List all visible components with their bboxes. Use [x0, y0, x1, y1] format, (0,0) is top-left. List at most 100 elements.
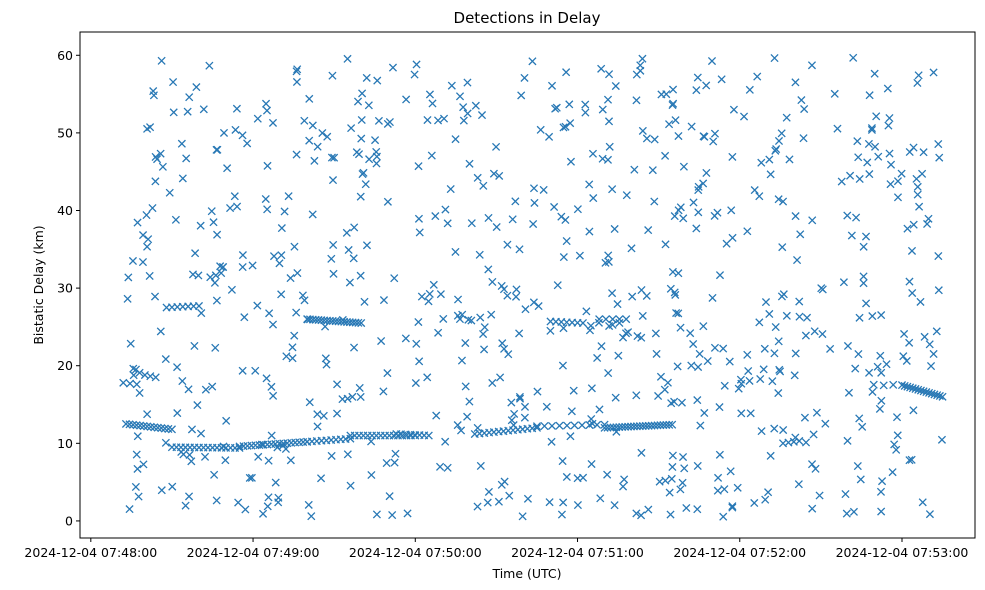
- data-point: [909, 220, 918, 229]
- data-point: [615, 315, 624, 324]
- data-point: [663, 378, 672, 387]
- data-point: [492, 222, 501, 232]
- data-point: [737, 409, 746, 418]
- data-point: [843, 211, 852, 220]
- data-point: [713, 486, 722, 495]
- data-point: [694, 362, 703, 372]
- data-point: [557, 510, 566, 519]
- data-point: [768, 377, 777, 386]
- data-point: [677, 398, 686, 407]
- data-point: [196, 221, 205, 230]
- data-point: [542, 402, 551, 411]
- data-point: [177, 447, 186, 456]
- data-point: [457, 356, 467, 365]
- data-point: [794, 480, 803, 489]
- data-point: [230, 192, 239, 201]
- data-point: [354, 318, 363, 327]
- data-point: [504, 350, 513, 359]
- data-point: [782, 311, 791, 320]
- data-point: [565, 100, 574, 109]
- data-point: [390, 458, 399, 467]
- data-point: [424, 431, 433, 440]
- data-point: [728, 503, 737, 512]
- data-point: [480, 323, 489, 332]
- data-point: [498, 339, 507, 348]
- data-point: [847, 231, 856, 240]
- data-point: [585, 326, 595, 335]
- data-point: [348, 392, 357, 401]
- data-point: [765, 155, 774, 164]
- data-point: [201, 385, 210, 394]
- data-point: [342, 228, 351, 237]
- data-point: [863, 158, 872, 167]
- data-point: [465, 159, 474, 168]
- data-point: [211, 271, 220, 280]
- data-point: [660, 385, 669, 394]
- data-point: [603, 470, 612, 479]
- data-point: [443, 463, 452, 472]
- data-point: [148, 204, 157, 213]
- data-point: [918, 498, 927, 507]
- data-point: [676, 485, 685, 494]
- data-point: [234, 498, 243, 507]
- data-point: [791, 349, 800, 358]
- data-point: [648, 166, 657, 175]
- data-point: [817, 284, 826, 293]
- data-point: [273, 443, 282, 452]
- data-point: [870, 69, 879, 78]
- data-point: [791, 212, 800, 221]
- data-point: [515, 245, 524, 254]
- data-point: [610, 501, 619, 510]
- data-point: [907, 455, 916, 464]
- data-point: [328, 71, 337, 80]
- data-point: [512, 285, 521, 294]
- data-point: [656, 372, 666, 381]
- data-point: [566, 119, 575, 128]
- data-point: [277, 224, 286, 233]
- data-point: [156, 327, 165, 336]
- data-point: [637, 333, 646, 342]
- data-point: [669, 99, 678, 108]
- data-point: [290, 331, 299, 340]
- data-point: [566, 432, 575, 441]
- data-point: [434, 328, 443, 337]
- data-point: [666, 510, 675, 519]
- data-point: [379, 296, 389, 305]
- data-point: [129, 371, 138, 380]
- data-point: [674, 309, 683, 318]
- data-point: [702, 168, 711, 177]
- data-point: [429, 280, 438, 289]
- data-point: [598, 105, 607, 114]
- data-point: [185, 450, 194, 459]
- data-point: [902, 356, 911, 365]
- data-point: [128, 256, 138, 266]
- data-point: [796, 230, 805, 239]
- data-point: [670, 397, 679, 406]
- data-point: [774, 195, 783, 204]
- data-point: [908, 384, 917, 393]
- data-point: [893, 193, 903, 202]
- data-point: [929, 349, 938, 359]
- data-point: [261, 99, 271, 108]
- data-point: [630, 165, 639, 174]
- data-point: [776, 367, 785, 376]
- data-point: [603, 155, 613, 164]
- data-point: [577, 421, 587, 430]
- data-point: [362, 241, 372, 250]
- data-point: [884, 121, 893, 130]
- data-point: [353, 97, 363, 106]
- data-point: [859, 272, 868, 281]
- data-point: [451, 247, 460, 256]
- data-point: [483, 498, 492, 507]
- y-axis-title: Bistatic Delay (km): [31, 225, 46, 344]
- data-point: [727, 206, 736, 215]
- data-point: [638, 54, 647, 63]
- data-point: [886, 180, 895, 189]
- data-point: [826, 344, 835, 353]
- data-point: [515, 392, 524, 401]
- data-point: [496, 373, 505, 382]
- data-point: [305, 136, 314, 145]
- data-point: [877, 396, 886, 405]
- data-point: [589, 194, 598, 203]
